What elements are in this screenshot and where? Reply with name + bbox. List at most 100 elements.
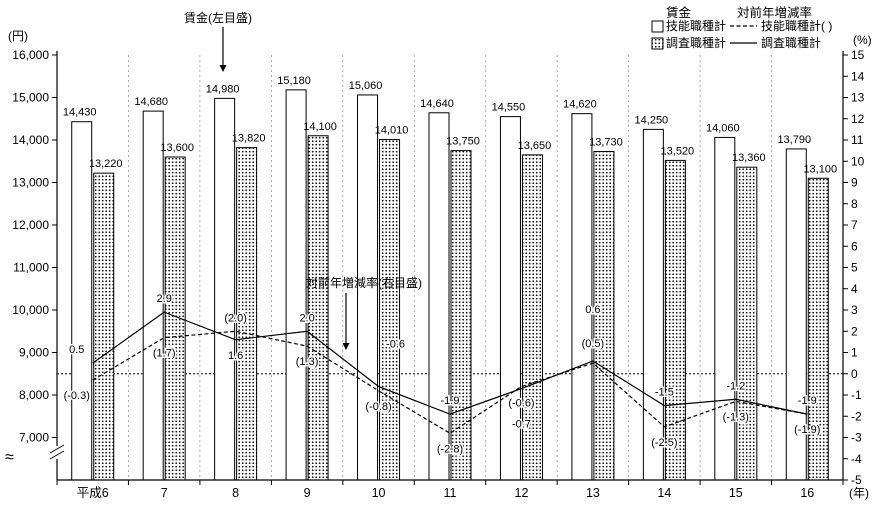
bar bbox=[71, 121, 93, 481]
annotation-arrowhead bbox=[342, 343, 350, 350]
right-axis-tick-label: -3 bbox=[851, 431, 862, 445]
rate-point-label: -0.7 bbox=[512, 419, 531, 431]
bar-value-label: 14,680 bbox=[134, 96, 168, 108]
bar bbox=[379, 139, 401, 481]
bars: 14,430 14,680 14,980 15,180 15,060 14,640 14,5… bbox=[63, 75, 837, 481]
legend-line-item-label: 調査職種計 bbox=[761, 35, 821, 50]
bar-value-label: 13,790 bbox=[777, 134, 811, 146]
legend-dotted-bar-swatch bbox=[651, 37, 664, 50]
right-axis-tick-label: 11 bbox=[851, 133, 864, 147]
rate-point-label: -1.2 bbox=[726, 380, 745, 392]
rate-point-label: -1.9 bbox=[441, 395, 460, 407]
bar bbox=[736, 166, 758, 481]
rate-line-solid bbox=[92, 311, 808, 415]
bar bbox=[571, 113, 593, 481]
rate-point-label: (-0.8) bbox=[365, 401, 391, 413]
axis-break: ≈ bbox=[5, 444, 65, 466]
x-axis-label: 11 bbox=[444, 486, 457, 500]
x-axis-label: 10 bbox=[372, 486, 386, 500]
right-axis-tick-label: -5 bbox=[851, 473, 862, 487]
legend-bar-item-label: 調査職種計 bbox=[666, 35, 726, 50]
right-axis-tick-label: 3 bbox=[851, 303, 858, 317]
right-axis-tick-label: 7 bbox=[851, 218, 858, 232]
rate-point-label: (1.3) bbox=[296, 356, 319, 368]
rate-point-label: 1.6 bbox=[228, 350, 243, 362]
right-axis-tick-label: 6 bbox=[851, 239, 858, 253]
right-axis-tick-label: 8 bbox=[851, 197, 858, 211]
bar-value-label: 13,750 bbox=[446, 136, 480, 148]
annotations: 賃金(左目盛) 対前年増減率(右目盛) bbox=[184, 10, 422, 350]
left-axis-tick-label: 15,000 bbox=[12, 91, 49, 105]
bar-value-label: 14,060 bbox=[706, 122, 740, 134]
x-axis-label: 16 bbox=[800, 486, 814, 500]
bar bbox=[307, 135, 329, 481]
bar-value-label: 14,250 bbox=[635, 114, 669, 126]
rate-point-label: 0.6 bbox=[585, 304, 600, 316]
left-axis-tick-label: 11,000 bbox=[13, 261, 49, 275]
rate-point-label: (1.7) bbox=[153, 348, 176, 360]
rate-lines bbox=[92, 311, 808, 434]
right-axis-title: (%) bbox=[853, 33, 872, 47]
bar-series-ginou: 14,430 14,680 14,980 15,180 15,060 14,640 14,5… bbox=[63, 75, 811, 481]
right-axis-tick-label: 2 bbox=[851, 324, 858, 338]
left-axis-tick-label: 16,000 bbox=[12, 48, 49, 62]
bar bbox=[642, 128, 664, 481]
rate-point-label: 2.9 bbox=[157, 293, 172, 305]
right-axis-tick-label: 13 bbox=[851, 91, 865, 105]
x-axis-label: 15 bbox=[729, 486, 743, 500]
rate-point-label: -1.9 bbox=[798, 395, 817, 407]
bar-value-label: 14,640 bbox=[420, 98, 454, 110]
bar bbox=[521, 154, 543, 481]
rate-labels: 0.5 (-0.3) 2.9 (1.7) 1.6 (2.0) 2.0 (1.3) -0.6 (-0… bbox=[62, 292, 822, 457]
x-axis-label: 7 bbox=[161, 486, 168, 500]
rate-point-label: -0.6 bbox=[386, 339, 405, 351]
x-axis-label: 9 bbox=[304, 486, 311, 500]
left-axis-tick-label: 7,000 bbox=[19, 431, 49, 445]
axis-break-mark bbox=[49, 450, 65, 460]
right-axis-tick-label: 12 bbox=[851, 112, 865, 126]
bar-value-label: 15,180 bbox=[277, 75, 311, 87]
bar bbox=[93, 172, 115, 481]
rate-point-label: (2.0) bbox=[224, 312, 247, 324]
right-axis-tick-label: 10 bbox=[851, 154, 865, 168]
right-axis-tick-label: -1 bbox=[851, 388, 862, 402]
legend-line-item-label: 技能職種計( ) bbox=[761, 18, 832, 33]
bar bbox=[428, 112, 450, 481]
right-axis-tick-label: 15 bbox=[851, 48, 865, 62]
x-axis-label: 8 bbox=[232, 486, 239, 500]
bar-value-label: 13,220 bbox=[89, 158, 123, 170]
bar bbox=[714, 136, 736, 481]
annotation-wage-left-scale: 賃金(左目盛) bbox=[184, 10, 252, 25]
right-axis-tick-label: 0 bbox=[851, 367, 858, 381]
bar bbox=[214, 97, 236, 481]
right-axis-tick-label: 1 bbox=[851, 346, 858, 360]
vertical-gridlines bbox=[128, 55, 772, 480]
bar-value-label: 13,600 bbox=[160, 142, 194, 154]
left-axis-tick-label: 10,000 bbox=[12, 303, 49, 317]
bar-value-label: 14,430 bbox=[63, 107, 97, 119]
rate-point-label: 2.0 bbox=[299, 312, 314, 324]
rate-point-label: (-0.3) bbox=[64, 390, 90, 402]
legend-open-bar-swatch bbox=[651, 20, 664, 33]
bar-value-label: 13,360 bbox=[732, 152, 766, 164]
bar-value-label: 14,550 bbox=[492, 102, 526, 114]
x-axis-unit-label: (年) bbox=[849, 486, 869, 500]
left-axis-tick-label: 12,000 bbox=[12, 218, 49, 232]
bar bbox=[664, 159, 686, 481]
rate-point-label: (-1.9) bbox=[794, 424, 820, 436]
rate-point-label: 0.5 bbox=[69, 344, 84, 356]
bar-value-label: 13,520 bbox=[661, 145, 695, 157]
bar-value-label: 14,100 bbox=[303, 121, 337, 133]
rate-point-label: (0.5) bbox=[582, 338, 605, 350]
axis-break-symbol: ≈ bbox=[5, 449, 14, 466]
bar-value-label: 13,100 bbox=[803, 163, 837, 175]
rate-point-label: (-2.8) bbox=[437, 443, 463, 455]
left-axis-tick-label: 9,000 bbox=[19, 346, 49, 360]
legend-bar-column-header: 賃金 bbox=[666, 5, 692, 20]
rate-point-label: (-2.5) bbox=[651, 437, 677, 449]
right-axis-tick-label: 5 bbox=[851, 261, 858, 275]
axes: 16,000 15,000 14,000 13,000 12,000 11,000 10,0… bbox=[8, 29, 872, 500]
